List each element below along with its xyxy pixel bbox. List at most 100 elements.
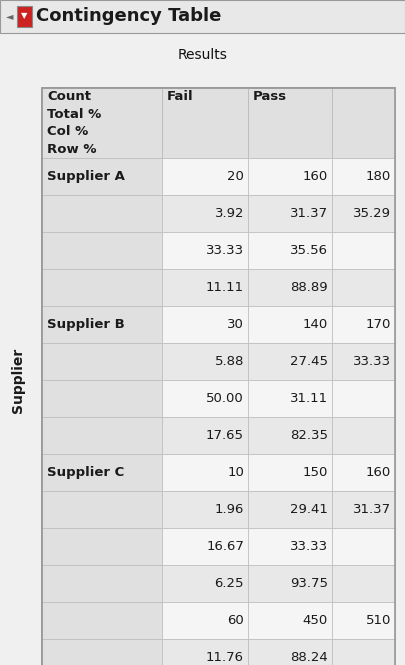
Bar [248,639,332,665]
Bar [162,158,248,195]
Bar [162,269,248,306]
Text: 27.45: 27.45 [290,355,328,368]
Text: 1.96: 1.96 [215,503,244,516]
Text: 33.33: 33.33 [206,244,244,257]
Text: Contingency Table: Contingency Table [36,7,222,25]
Bar [248,417,332,454]
Bar [42,602,162,639]
Bar [42,306,162,343]
Bar [332,454,395,491]
Bar [248,343,332,380]
Bar [42,528,162,565]
Text: Supplier C: Supplier C [47,466,124,479]
Text: 11.11: 11.11 [206,281,244,294]
Text: 31.37: 31.37 [353,503,391,516]
Bar [42,639,162,665]
Bar [332,232,395,269]
Text: Col %: Col % [47,125,88,138]
Bar [42,491,162,528]
Text: 50.00: 50.00 [206,392,244,405]
Text: 510: 510 [366,614,391,627]
Bar [332,380,395,417]
Bar [42,269,162,306]
Text: Fail: Fail [167,90,194,103]
Text: 17.65: 17.65 [206,429,244,442]
Bar [162,602,248,639]
Bar [0,0,405,33]
Bar [248,269,332,306]
Text: Row %: Row % [47,143,96,156]
Bar [42,88,162,158]
Bar [162,565,248,602]
Bar [332,491,395,528]
Text: Supplier: Supplier [11,347,25,412]
Bar [162,88,248,158]
Bar [248,528,332,565]
Bar [248,454,332,491]
Bar [332,528,395,565]
Text: 170: 170 [366,318,391,331]
Text: 160: 160 [366,466,391,479]
Text: 10: 10 [227,466,244,479]
Bar [42,158,162,195]
Bar [248,195,332,232]
Bar [162,195,248,232]
Text: 5.88: 5.88 [215,355,244,368]
Bar [332,269,395,306]
Bar [42,565,162,602]
Text: 6.25: 6.25 [215,577,244,590]
Text: ◄: ◄ [6,11,13,21]
Bar [162,639,248,665]
Text: 31.11: 31.11 [290,392,328,405]
Bar [42,454,162,491]
Text: 30: 30 [227,318,244,331]
Bar [42,380,162,417]
Text: 35.56: 35.56 [290,244,328,257]
Text: Supplier A: Supplier A [47,170,125,183]
Bar [42,417,162,454]
Bar [162,528,248,565]
Bar [332,343,395,380]
Text: 82.35: 82.35 [290,429,328,442]
Text: 11.76: 11.76 [206,651,244,664]
Bar [332,195,395,232]
Bar [42,232,162,269]
Text: 450: 450 [303,614,328,627]
Text: Pass: Pass [253,90,287,103]
Text: Supplier B: Supplier B [47,318,125,331]
Bar [248,602,332,639]
Text: Total %: Total % [47,108,101,121]
Bar [248,380,332,417]
Bar [248,306,332,343]
Text: 35.29: 35.29 [353,207,391,220]
Bar [42,88,395,665]
Bar [332,565,395,602]
Text: 60: 60 [227,614,244,627]
Text: 93.75: 93.75 [290,577,328,590]
Bar [162,491,248,528]
Text: 88.24: 88.24 [290,651,328,664]
Bar [332,158,395,195]
Bar [248,491,332,528]
Text: 160: 160 [303,170,328,183]
Text: 33.33: 33.33 [353,355,391,368]
Text: 29.41: 29.41 [290,503,328,516]
Text: 3.92: 3.92 [215,207,244,220]
Text: 31.37: 31.37 [290,207,328,220]
Bar [162,306,248,343]
Bar [162,343,248,380]
Bar [42,195,162,232]
Bar [248,232,332,269]
Bar [332,602,395,639]
Bar [332,306,395,343]
Text: ▼: ▼ [21,11,27,21]
Bar [17,6,32,27]
Bar [332,417,395,454]
Text: 88.89: 88.89 [290,281,328,294]
Bar [162,417,248,454]
Text: Results: Results [177,48,228,62]
Bar [162,232,248,269]
Bar [248,88,332,158]
Text: Count: Count [47,90,91,103]
Text: 16.67: 16.67 [206,540,244,553]
